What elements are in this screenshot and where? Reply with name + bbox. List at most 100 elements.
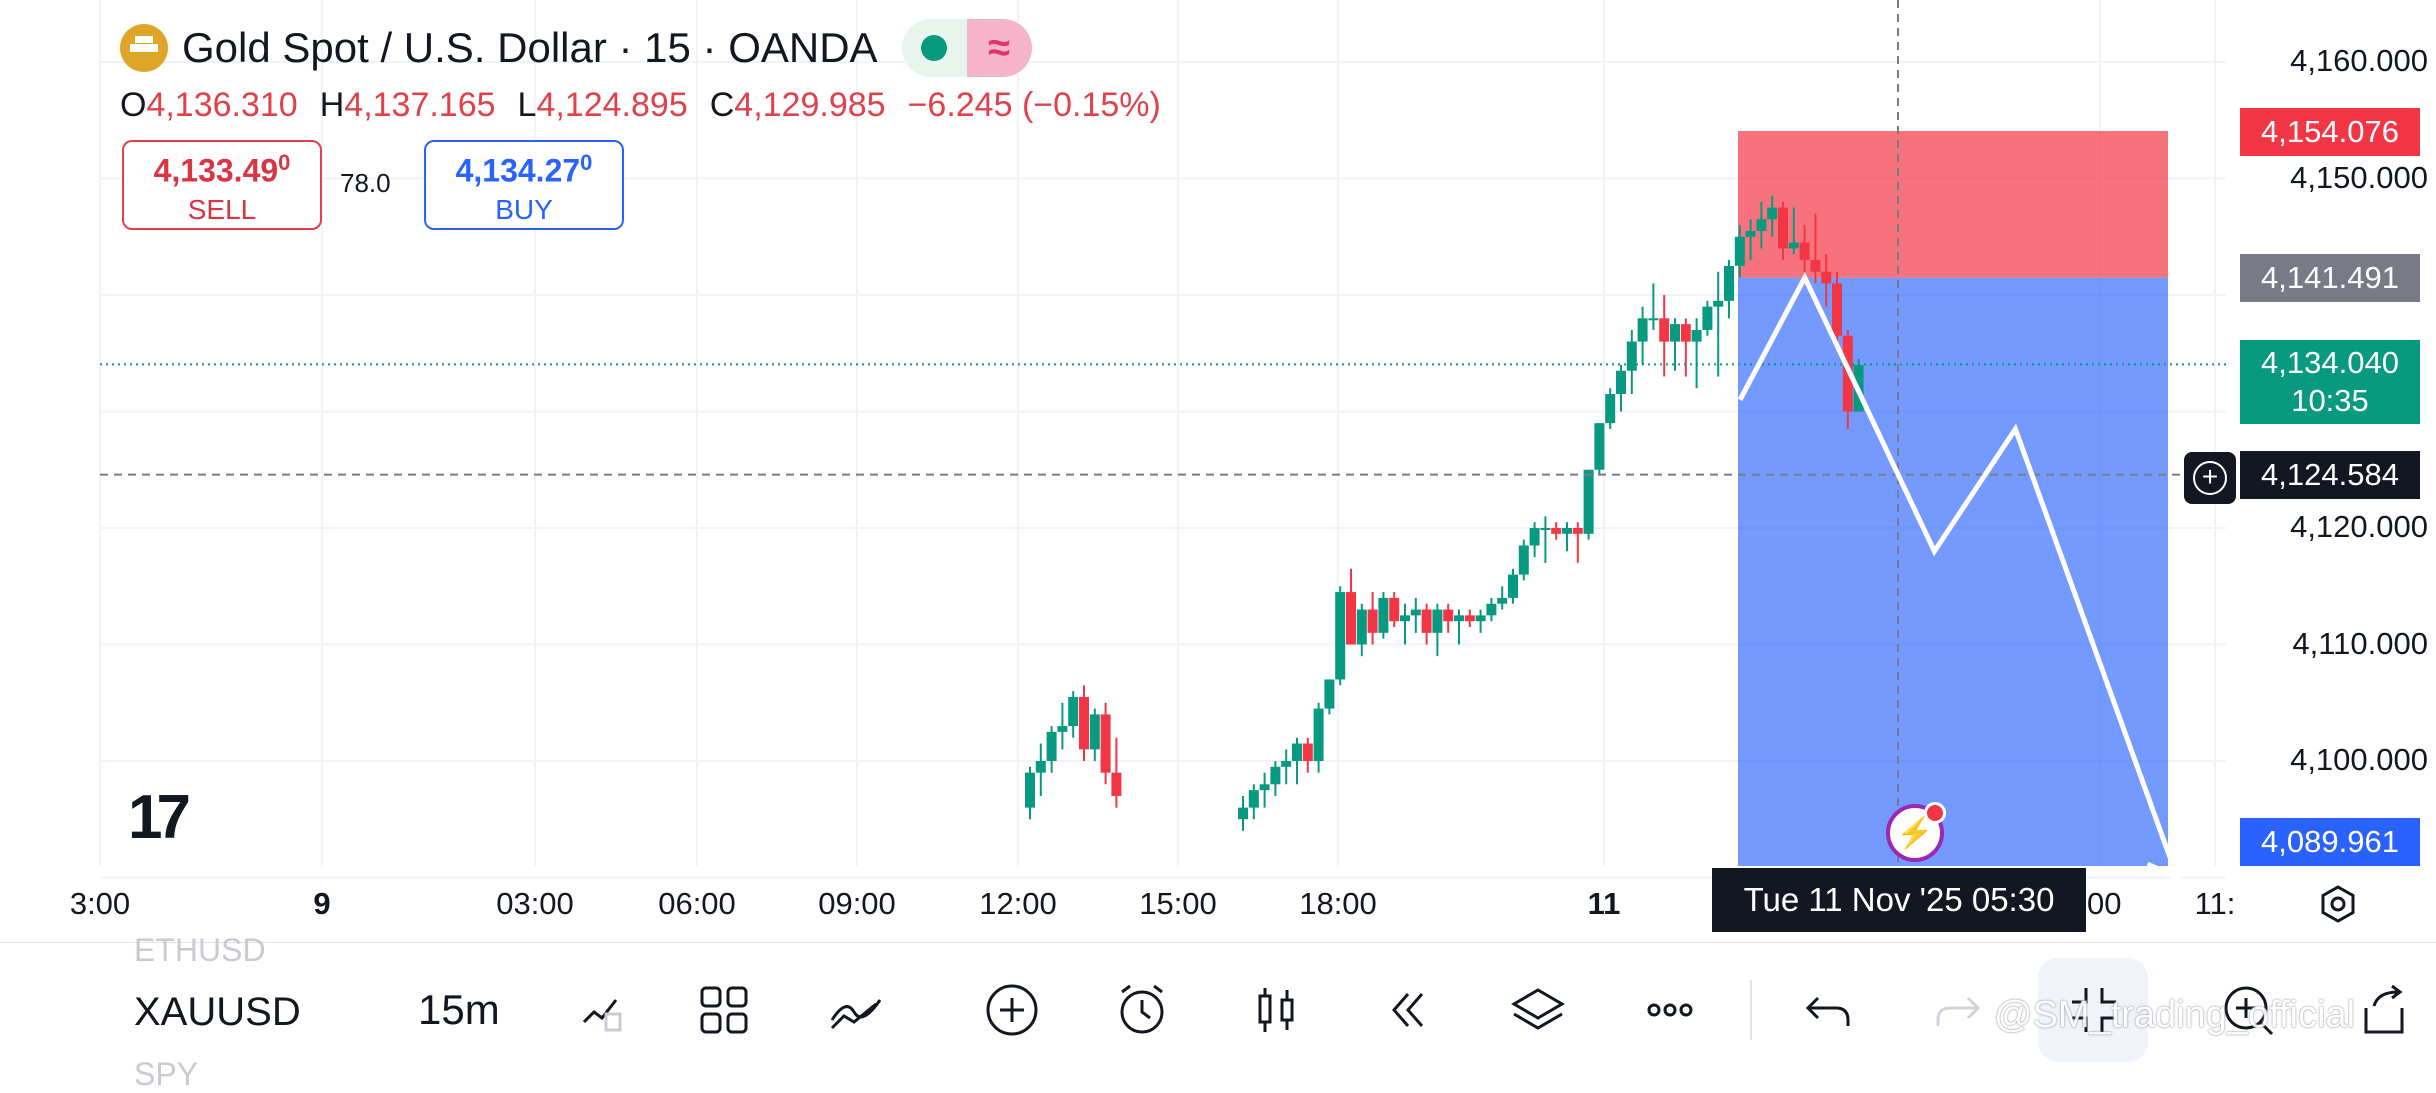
candle-body bbox=[1626, 341, 1637, 371]
candle-body bbox=[1410, 609, 1421, 616]
candle-body bbox=[1648, 318, 1659, 321]
fullscreen-icon[interactable] bbox=[2062, 978, 2126, 1042]
sell-label: SELL bbox=[187, 193, 257, 225]
add-order-button[interactable]: + bbox=[2184, 452, 2236, 504]
watermark-text: @SM_trading_official bbox=[1994, 994, 2356, 1036]
candle-body bbox=[1551, 528, 1562, 534]
candle-body bbox=[1745, 230, 1756, 237]
candle-body bbox=[1562, 528, 1572, 534]
candle-body bbox=[1454, 615, 1464, 622]
toolbar-separator bbox=[1750, 980, 1752, 1040]
layers-icon[interactable] bbox=[1506, 978, 1570, 1042]
candle-body bbox=[1089, 714, 1100, 750]
candle-body bbox=[1616, 370, 1626, 395]
ohlc-high: 4,137.165 bbox=[344, 86, 496, 124]
time-axis-label: 15:00 bbox=[1139, 886, 1217, 921]
lightning-icon[interactable]: ⚡ bbox=[1886, 802, 1946, 862]
take-profit-zone bbox=[1738, 277, 2168, 866]
ohlc-low: 4,124.895 bbox=[536, 86, 688, 124]
price-axis-label: 4,100.000 bbox=[2290, 742, 2428, 777]
projection-arrowhead bbox=[2146, 850, 2198, 882]
tradingview-logo[interactable]: 17 bbox=[128, 783, 191, 852]
market-status-pill[interactable]: ≈ bbox=[901, 19, 1032, 77]
candle-body bbox=[1497, 597, 1508, 604]
time-axis-label: 12:00 bbox=[979, 886, 1057, 921]
price-axis-label: 4,110.000 bbox=[2292, 625, 2428, 661]
time-axis-label: 11: bbox=[2194, 886, 2236, 921]
candle-body bbox=[1540, 528, 1551, 530]
candle-body bbox=[1335, 592, 1346, 680]
ohlc-open-label: O bbox=[120, 86, 147, 124]
bar-style-icon[interactable] bbox=[1244, 978, 1308, 1042]
ohlc-change: −6.245 (−0.15%) bbox=[907, 86, 1161, 124]
candle-body bbox=[1100, 714, 1111, 773]
redo-icon[interactable] bbox=[1926, 978, 1990, 1042]
candle-body bbox=[1068, 696, 1079, 727]
price-tag-entry: 4,141.491 bbox=[2240, 253, 2420, 302]
sell-button[interactable]: 4,133.490 SELL bbox=[122, 140, 322, 230]
fullscreen-button[interactable] bbox=[2038, 958, 2148, 1062]
zoom-in-icon[interactable] bbox=[2216, 978, 2280, 1042]
indicators-icon[interactable] bbox=[570, 978, 634, 1042]
bottom-toolbar bbox=[0, 943, 2436, 1080]
interval-selector[interactable]: 15m bbox=[418, 986, 500, 1033]
crosshair-time-label: Tue 11 Nov '25 05:30 bbox=[1712, 868, 2086, 932]
buy-price: 4,134.27 bbox=[455, 152, 581, 189]
candle-body bbox=[1259, 784, 1270, 791]
buy-button[interactable]: 4,134.270 BUY bbox=[424, 140, 624, 230]
candle-body bbox=[1734, 236, 1745, 266]
candle-body bbox=[1346, 592, 1356, 645]
add-icon[interactable] bbox=[980, 978, 1044, 1042]
price-tag-cursor: 4,124.584 bbox=[2240, 450, 2420, 499]
spread-value: 78.0 bbox=[340, 168, 391, 198]
price-tag-cursor-value: 4,124.584 bbox=[2261, 456, 2399, 492]
candle-body bbox=[1046, 731, 1057, 761]
market-open-icon bbox=[902, 19, 967, 77]
alert-icon[interactable] bbox=[1110, 978, 1174, 1042]
candle-body bbox=[1111, 772, 1122, 796]
candle-body bbox=[1680, 324, 1691, 342]
ohlc-open: 4,136.310 bbox=[146, 86, 298, 124]
ohlc-close-label: C bbox=[709, 86, 735, 124]
plus-circle-icon: + bbox=[2193, 461, 2227, 495]
position-zones bbox=[1738, 131, 2168, 866]
price-tag-stop-value: 4,154.076 bbox=[2261, 114, 2399, 149]
bar-countdown: 10:35 bbox=[2291, 383, 2369, 419]
share-icon[interactable] bbox=[2352, 978, 2416, 1042]
symbol-prev[interactable]: ETHUSD bbox=[134, 932, 266, 968]
time-axis-label: 11 bbox=[1587, 886, 1621, 921]
price-tag-stop: 4,154.076 bbox=[2240, 108, 2420, 156]
symbol-header[interactable]: Gold Spot / U.S. Dollar · 15 · OANDA ≈ bbox=[120, 18, 1032, 78]
candle-body bbox=[1594, 423, 1605, 470]
candle-body bbox=[1443, 609, 1454, 622]
price-tag-target-value: 4,089.961 bbox=[2261, 824, 2399, 859]
candle-body bbox=[1367, 609, 1378, 633]
candle-body bbox=[1508, 574, 1518, 598]
candle-body bbox=[1713, 300, 1724, 307]
candle-body bbox=[1400, 615, 1410, 622]
ohlc-close: 4,129.985 bbox=[734, 86, 886, 124]
price-axis-label: 4,120.000 bbox=[2290, 509, 2428, 544]
candle-body bbox=[1724, 265, 1734, 301]
toolbar-divider bbox=[0, 942, 2436, 943]
replay-icon[interactable] bbox=[1376, 978, 1440, 1042]
more-icon[interactable] bbox=[1638, 978, 1702, 1042]
candle-body bbox=[1767, 207, 1778, 220]
candle-body bbox=[1691, 329, 1702, 342]
drawings-icon[interactable] bbox=[824, 978, 888, 1042]
candle-body bbox=[1356, 609, 1367, 645]
symbol-selector[interactable]: XAUUSD bbox=[134, 990, 301, 1034]
time-axis-label: 9 bbox=[313, 886, 331, 921]
candle-body bbox=[1659, 318, 1670, 342]
layouts-icon[interactable] bbox=[692, 978, 756, 1042]
candle-body bbox=[1788, 242, 1799, 249]
candle-body bbox=[1378, 597, 1389, 633]
chart-settings-icon[interactable] bbox=[2318, 884, 2358, 924]
symbol-title[interactable]: Gold Spot / U.S. Dollar · 15 · OANDA bbox=[182, 24, 878, 71]
stop-loss-zone bbox=[1738, 131, 2168, 278]
undo-icon[interactable] bbox=[1796, 978, 1860, 1042]
candle-body bbox=[1432, 609, 1443, 633]
candle-body bbox=[1605, 394, 1616, 424]
symbol-next[interactable]: SPY bbox=[134, 1056, 199, 1092]
